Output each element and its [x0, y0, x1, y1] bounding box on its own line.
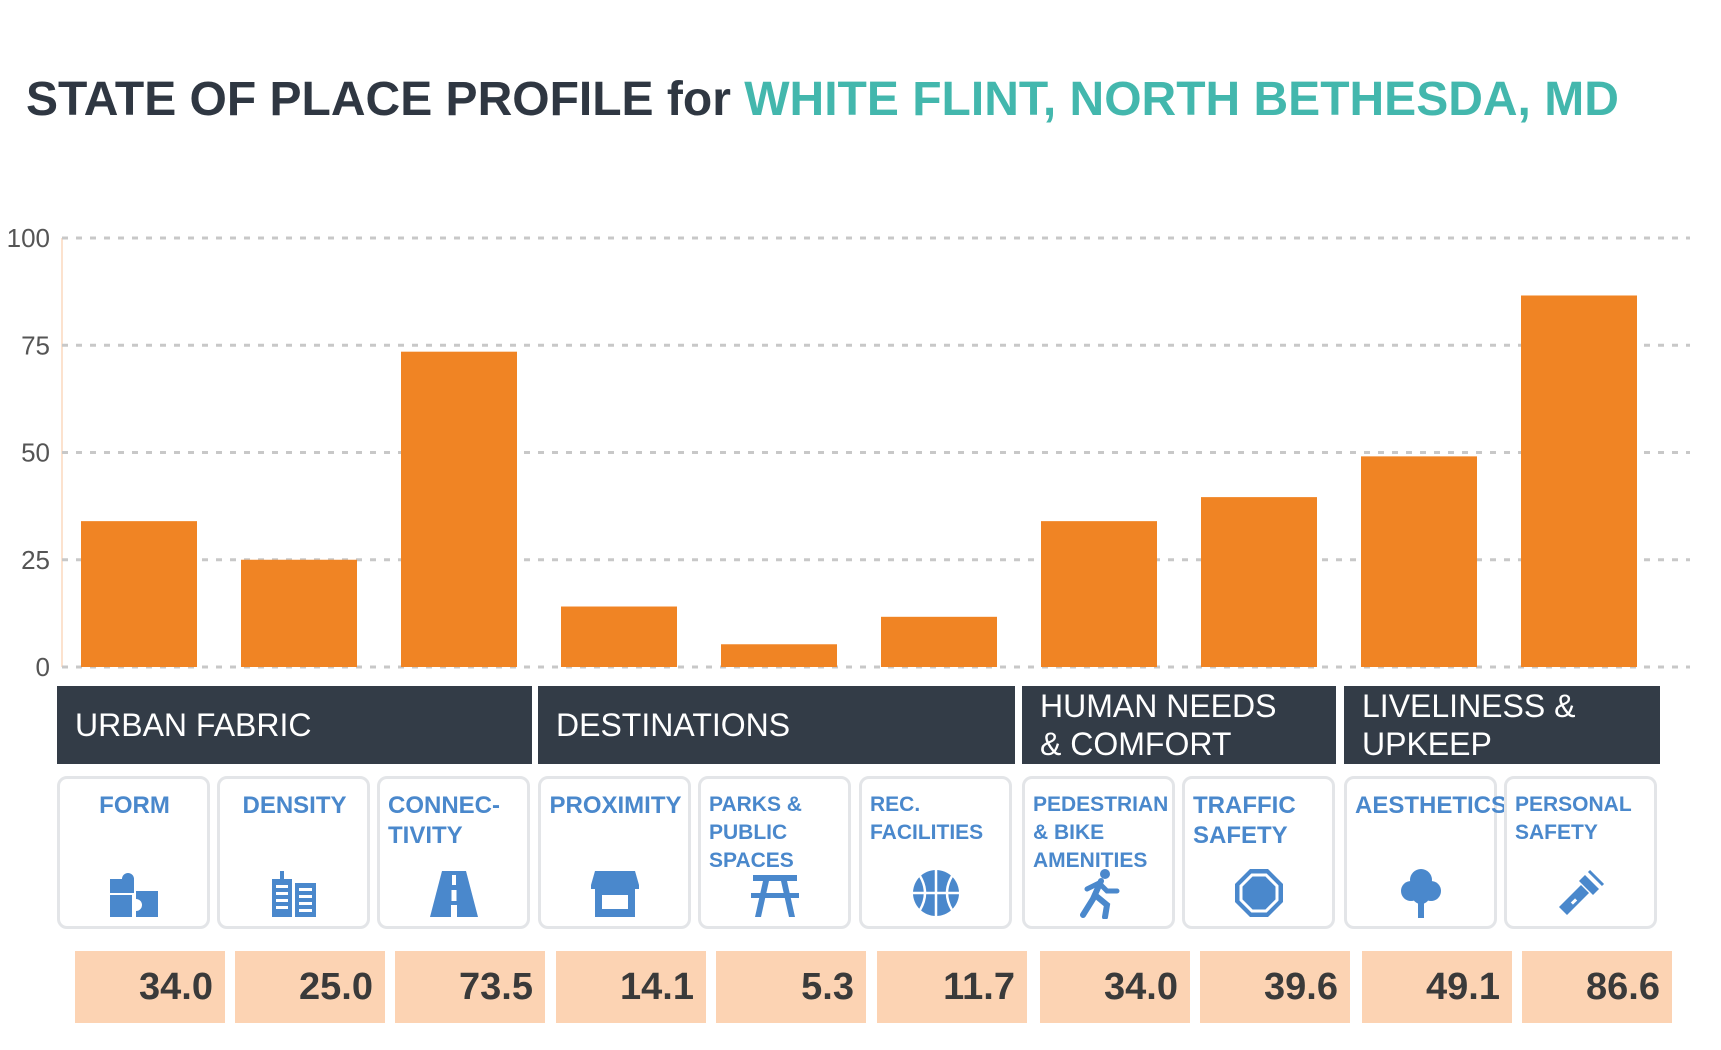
basketball-icon: [910, 867, 962, 919]
dimension-label: CONNEC- TIVITY: [388, 792, 500, 849]
dimension-label: PERSONAL SAFETY: [1515, 793, 1632, 844]
dimension-card: DENSITY: [217, 776, 370, 929]
category-band: DESTINATIONS: [538, 686, 1015, 764]
category-label: DESTINATIONS: [556, 706, 791, 743]
title-prefix: STATE OF PLACE PROFILE for: [26, 73, 731, 126]
score-value: 73.5: [395, 951, 545, 1023]
flashlight-icon: [1555, 867, 1607, 919]
score-value: 34.0: [75, 951, 225, 1023]
score-value: 34.0: [1040, 951, 1190, 1023]
dimension-card: FORM: [57, 776, 210, 929]
y-tick-label: 0: [36, 652, 50, 682]
category-band: URBAN FABRIC: [57, 686, 532, 764]
category-label: URBAN FABRIC: [75, 706, 312, 743]
bar: [1041, 521, 1157, 667]
score-value: 49.1: [1362, 951, 1512, 1023]
bar: [881, 616, 997, 667]
dimension-card: CONNEC- TIVITY: [377, 776, 530, 929]
category-label: HUMAN NEEDS & COMFORT: [1040, 687, 1277, 762]
storefront-icon: [589, 867, 641, 919]
road-icon: [428, 867, 480, 919]
y-tick-label: 100: [7, 223, 50, 253]
y-tick-label: 75: [21, 330, 50, 360]
y-tick-label: 50: [21, 438, 50, 468]
bar: [1361, 456, 1477, 667]
dimension-card: PARKS & PUBLIC SPACES: [698, 776, 851, 929]
score-value: 25.0: [235, 951, 385, 1023]
dimension-label: PARKS & PUBLIC SPACES: [709, 793, 802, 872]
tree-icon: [1395, 867, 1447, 919]
category-band: HUMAN NEEDS & COMFORT: [1022, 686, 1336, 764]
dimension-card: TRAFFIC SAFETY: [1182, 776, 1335, 929]
score-value: 14.1: [556, 951, 706, 1023]
bar-chart: 0 25 50 75 100: [7, 223, 1690, 682]
dimension-label: REC. FACILITIES: [870, 793, 984, 844]
dimension-card: PERSONAL SAFETY: [1504, 776, 1657, 929]
score-value: 5.3: [716, 951, 866, 1023]
bar: [401, 351, 517, 667]
score-value: 86.6: [1522, 951, 1672, 1023]
running-person-icon: [1073, 867, 1125, 919]
dimension-label: TRAFFIC SAFETY: [1193, 792, 1296, 849]
dimension-label: PEDESTRIAN & BIKE AMENITIES: [1033, 793, 1169, 872]
category-label: LIVELINESS & UPKEEP: [1362, 687, 1576, 762]
dimension-label: PROXIMITY: [549, 792, 682, 819]
dimension-card: PEDESTRIAN & BIKE AMENITIES: [1022, 776, 1175, 929]
chart-title: STATE OF PLACE PROFILE for WHITE FLINT, …: [26, 72, 1619, 127]
puzzle-icon: [108, 867, 160, 919]
bar: [721, 644, 837, 667]
category-band: LIVELINESS & UPKEEP: [1344, 686, 1660, 764]
dimension-card: PROXIMITY: [538, 776, 691, 929]
y-tick-label: 25: [21, 545, 50, 575]
dimension-label: FORM: [99, 792, 170, 819]
score-value: 39.6: [1200, 951, 1350, 1023]
bar: [81, 521, 197, 667]
dimension-label: DENSITY: [242, 792, 347, 819]
bar: [561, 606, 677, 667]
stop-sign-icon: [1233, 867, 1285, 919]
buildings-icon: [268, 867, 320, 919]
dimension-label: AESTHETICS: [1355, 792, 1508, 819]
score-value: 11.7: [877, 951, 1027, 1023]
bar: [241, 559, 357, 667]
title-location: WHITE FLINT, NORTH BETHESDA, MD: [744, 73, 1619, 126]
picnic-table-icon: [749, 867, 801, 919]
dimension-card: AESTHETICS: [1344, 776, 1508, 929]
dimension-card: REC. FACILITIES: [859, 776, 1012, 929]
bar: [1521, 295, 1637, 667]
bar: [1201, 497, 1317, 667]
